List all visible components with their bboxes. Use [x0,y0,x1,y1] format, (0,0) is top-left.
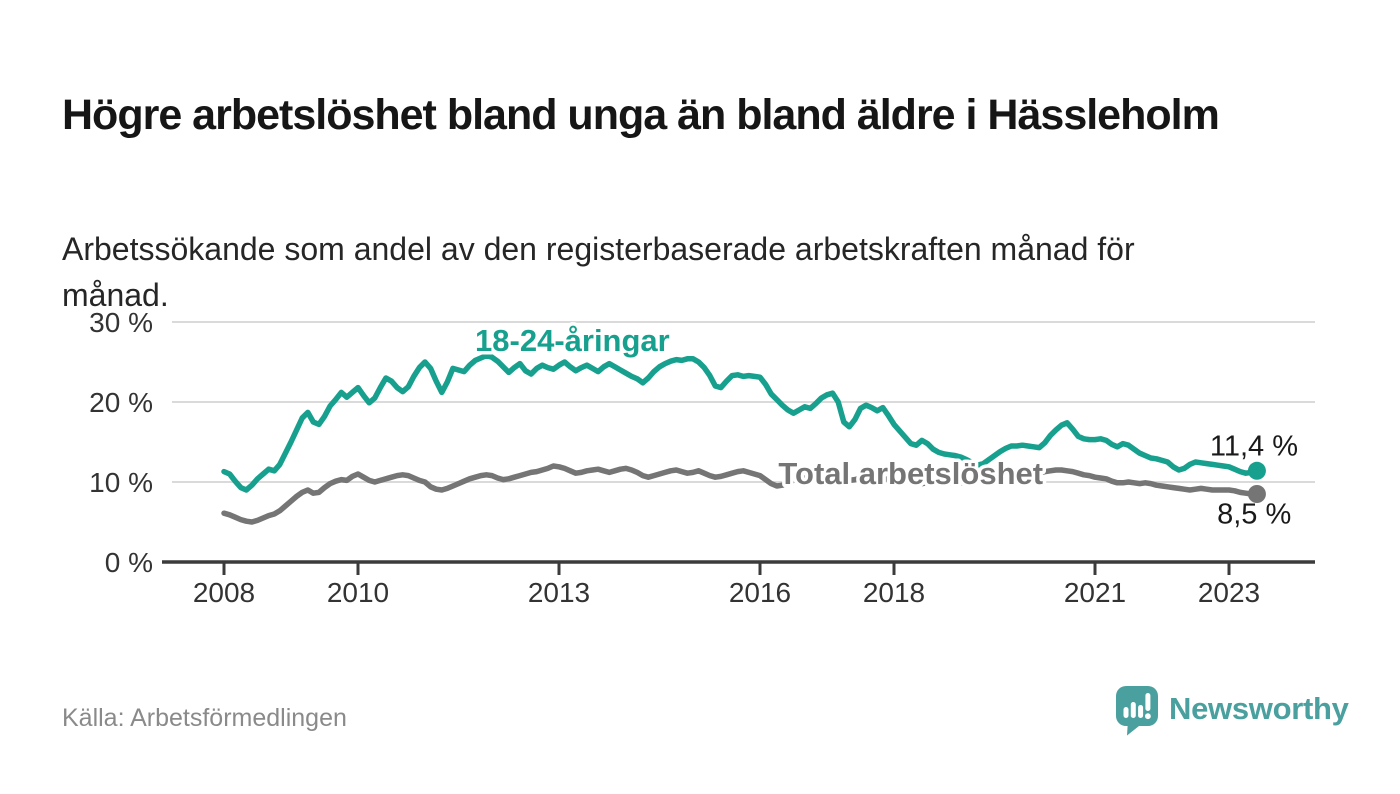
x-tick-label: 2010 [327,577,389,608]
bar-2 [1130,702,1136,718]
chart-subtitle: Arbetssökande som andel av den registerb… [62,231,1135,313]
bar-3 [1138,705,1144,718]
series-line-total [221,463,1260,525]
series-end-dot-total [1247,485,1266,503]
y-tick-label: 30 % [89,307,153,338]
y-tick-label: 0 % [105,547,153,578]
series-line-young [221,352,1260,493]
x-tick-label: 2013 [528,577,590,608]
x-tick-label: 2018 [863,577,925,608]
newsworthy-logo-icon [1116,686,1158,736]
exclamation-dot [1145,713,1151,720]
y-tick-label: 20 % [89,387,153,418]
x-tick-label: 2021 [1064,577,1126,608]
y-tick-label: 10 % [89,467,153,498]
newsworthy-logo: Newsworthy [1115,685,1349,737]
series-label-total: Total arbetslöshet [778,456,1043,491]
bar-1 [1123,707,1129,718]
x-tick-label: 2016 [729,577,791,608]
source-label: Källa: Arbetsförmedlingen [62,704,347,732]
speech-bubble-shape [1116,686,1158,736]
end-value-label-young: 11,4 % [1210,431,1298,463]
series-end-dot-young [1247,461,1266,480]
x-tick-label: 2023 [1198,577,1260,608]
series-label-young: 18-24-åringar [475,323,670,358]
end-value-label-total: 8,5 % [1217,499,1291,531]
brand-name: Newsworthy [1169,691,1349,726]
x-tick-label: 2008 [193,577,255,608]
exclamation-bar [1145,693,1151,711]
page-title: Högre arbetslöshet bland unga än bland ä… [62,90,1220,139]
